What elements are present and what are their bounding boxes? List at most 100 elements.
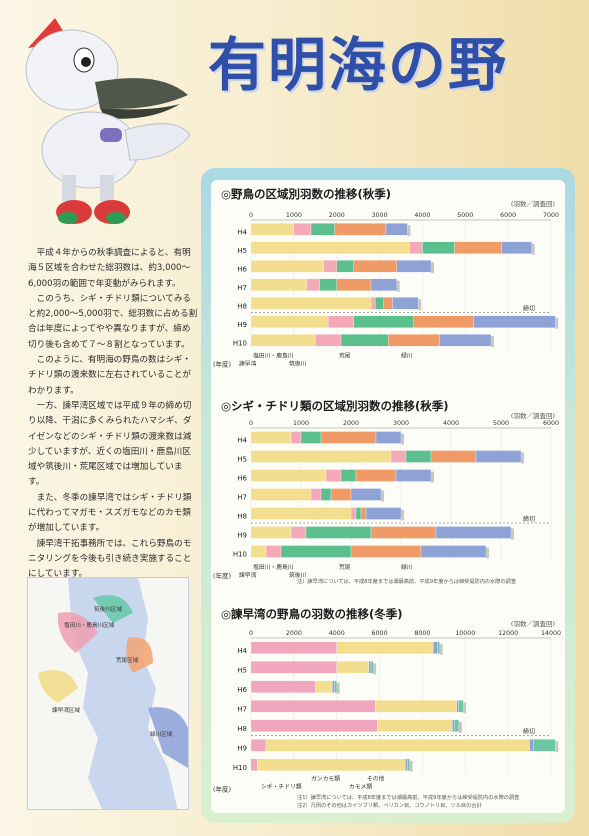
bar-segment [407,758,410,771]
bar-chart-winter-isahaya: 0 2000 4000 6000 8000 10000 12000 14000 H4 H5 H6 H7… [213,630,561,794]
bar-segment [290,431,302,444]
bar-segment [420,545,487,558]
chart-unit: (羽数／調査回) [510,620,555,628]
chart-unit: (羽数／調査回) [510,412,555,420]
bar-shadow [401,509,404,521]
annotation-label: 諫早湾 [239,360,257,368]
bar-segment [396,260,432,273]
bar-segment [533,739,556,752]
bar-segment [319,278,337,291]
bar-segment [250,260,325,273]
category-label: H6 [237,686,247,694]
tick-label: 5000 [457,212,473,219]
bar-segment [340,469,357,482]
chart-unit: (羽数／調査回) [510,200,555,208]
category-label: H9 [237,532,247,540]
annotation-label: カモメ類 [349,783,372,791]
map-label-arao: 荒尾区域 [116,658,139,664]
y-axis-label: (年度) [213,785,231,794]
map-label-shiota: 塩田川・鹿島川区域 [64,623,115,629]
bar-segment [250,488,312,501]
bar-segment [390,450,407,463]
bar-segment [353,315,415,328]
bar-segment [435,526,512,539]
bar-segment [370,278,397,291]
bar-shadow [431,471,434,483]
paragraph-3: このように、有明海の野鳥の数はシギ・チドリ類の渡来数に左右されていることがわかり… [28,355,192,396]
bar-segment [454,719,460,732]
bar-segment [250,641,337,654]
bar-segment [368,661,372,674]
bar-shadow [418,299,422,311]
category-label: H8 [237,513,247,521]
bar-segment [375,431,402,444]
charts-panel: ◎野鳥の区域別羽数の推移(秋季) (羽数／調査回) 0 1000 2000 3000 4… [201,168,575,823]
bar-segment [529,739,535,752]
chart-autumn-shorebirds: ◎シギ・チドリ類の区域別羽数の推移(秋季) (羽数／調査回) 0 1000 2000… [211,392,565,592]
tick-label: 3000 [393,420,409,427]
annotation-label: ガンカモ類 [311,775,340,783]
category-label: H5 [237,247,247,255]
bar-shadow [521,452,524,464]
bar-segment [454,241,502,254]
bar-segment [501,241,532,254]
bar-segment [250,507,352,520]
bar-segment [355,507,362,520]
bar-segment [370,661,374,674]
bar-chart-autumn-all: 0 1000 2000 3000 4000 5000 6000 7000 H4 H5 H6 H7 H8 H… [213,212,559,369]
chart-winter-isahaya: ◎諫早湾の野鳥の羽数の推移(冬季) (羽数／調査回) 0 2000 4000 6000… [211,600,565,813]
annotation-label: 荒尾 [339,352,351,360]
bar-segment [387,334,440,347]
bar-segment [250,223,295,236]
tick-label: 14000 [541,630,561,637]
tick-label: 4000 [329,630,345,637]
bar-segment [422,241,455,254]
bar-segment [250,739,267,752]
bar-segment [432,641,438,654]
bar-segment [385,223,408,236]
category-label: H4 [237,228,247,236]
tick-label: 4000 [443,420,459,427]
y-axis-label: (年度) [213,360,231,369]
category-label: H10 [233,764,247,772]
bar-shadow [396,280,400,292]
tick-label: 6000 [500,212,516,219]
bar-segment [325,469,342,482]
bar-segment [350,488,382,501]
map-label-chikugo: 筑後川区域 [94,607,122,613]
cutoff-label: 締切 [523,515,535,523]
tick-label: 2000 [329,212,345,219]
bar-segment [250,278,307,291]
category-label: H8 [237,302,247,310]
bar-segment [293,223,312,236]
bar-segment [370,526,437,539]
bar-segment [250,758,258,771]
bar-segment [265,739,530,752]
bar-segment [265,545,282,558]
bar-segment [250,315,329,328]
bar-shadow [439,643,443,655]
category-label: H6 [237,265,247,273]
bar-shadow [409,760,413,772]
bar-segment [300,431,322,444]
tick-label: 4000 [414,212,430,219]
category-label: H10 [233,551,247,559]
bar-segment [456,700,460,713]
map-label-isahaya: 諫早湾区域 [52,708,80,714]
bar-segment [250,297,372,310]
bar-segment [250,334,316,347]
tick-label: 12000 [498,630,518,637]
bar-segment [395,469,432,482]
bar-segment [473,315,556,328]
bar-segment [250,545,267,558]
paragraph-2: このうち、シギ・チドリ類についてみると約2,000〜5,000羽で、総羽数に占め… [28,293,198,350]
bar-segment [306,278,320,291]
bar-shadow [407,225,411,237]
bar-segment [290,526,307,539]
bar-segment [332,680,335,693]
paragraph-5: また、冬季の諫早湾ではシギ・チドリ類に代わってマガモ・スズガモなどのカモ類が増加… [28,492,192,534]
chart-note-2: 注2）凡例のその他はカイツブリ類、ペリカン目、コウノトリ目、ツル目の合計 [297,803,482,809]
tick-label: 7000 [543,212,559,219]
annotation-label: シギ・チドリ類 [261,783,302,791]
bar-segment [405,758,408,771]
